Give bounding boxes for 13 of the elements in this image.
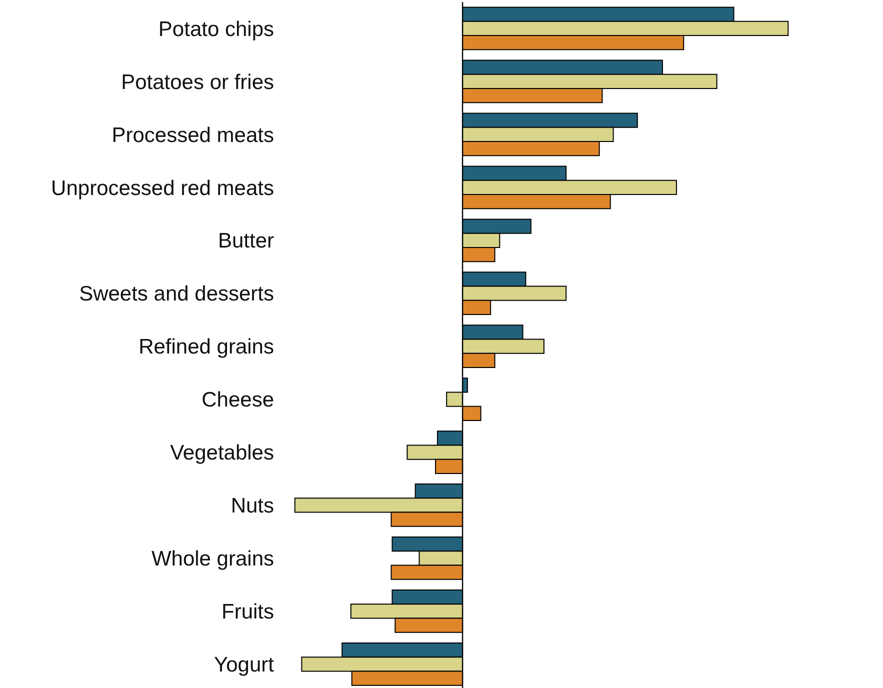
y-tick-label: Fruits [222,600,274,624]
y-tick-label: Vegetables [170,442,274,465]
y-tick-label: Refined grains [138,336,274,359]
y-tick-label: Cheese [202,388,274,412]
y-tick-label: Processed meats [112,124,274,147]
y-tick-label: Yogurt [214,654,274,677]
y-tick-label: Potatoes or fries [121,70,274,94]
y-tick-label: Unprocessed red meats [51,176,274,200]
y-tick-label: Potato chips [158,18,274,41]
y-tick-label: Whole grains [151,548,274,571]
y-tick-label: Sweets and desserts [79,282,274,306]
y-tick-label: Butter [218,230,274,253]
y-tick-label: Nuts [230,494,274,518]
